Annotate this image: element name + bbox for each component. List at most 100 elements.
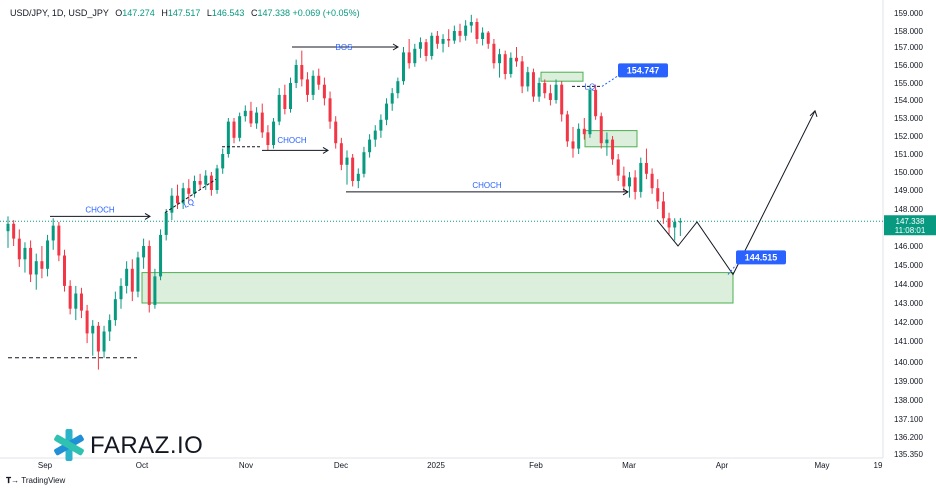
candle-body <box>520 61 524 87</box>
countdown-timer: 11:08:01 <box>895 226 926 235</box>
candle-body <box>204 175 208 185</box>
candle-body <box>176 195 179 204</box>
symbol-label[interactable]: USD/JPY, 1D, USD_JPY <box>10 8 109 18</box>
candle-body <box>345 157 349 165</box>
close-label: C <box>250 8 258 18</box>
candle-body <box>571 141 575 149</box>
candle-body <box>469 22 473 26</box>
candle-body <box>277 94 281 122</box>
candle-body <box>339 143 343 165</box>
candle-body <box>537 83 541 97</box>
candle-body <box>232 121 236 138</box>
candle-body <box>486 32 490 44</box>
y-tick-label: 136.200 <box>894 433 923 442</box>
candle-body <box>599 116 603 144</box>
candle-body <box>464 25 468 36</box>
candle-body <box>447 39 451 41</box>
x-tick-label: Feb <box>529 461 543 470</box>
y-tick-label: 155.000 <box>894 79 923 88</box>
zone-box <box>141 272 734 304</box>
candle-body <box>379 119 383 131</box>
candle-body <box>407 52 411 64</box>
candle-body <box>170 195 174 213</box>
candle-body <box>656 188 660 202</box>
y-tick-label: 157.000 <box>894 43 923 52</box>
candle-body <box>673 221 677 228</box>
candle-body <box>661 201 665 219</box>
candle-body <box>351 157 355 181</box>
candle-body <box>91 325 95 334</box>
candle-body <box>605 139 609 144</box>
y-tick-label: 154.000 <box>894 96 923 105</box>
tradingview-logo[interactable]: 𝐓→ TradingView <box>6 476 65 486</box>
candle-body <box>283 94 287 109</box>
candle-body <box>334 121 338 144</box>
y-tick-label: 149.000 <box>894 186 923 195</box>
candle-body <box>633 177 637 192</box>
projection-path <box>656 110 816 276</box>
candle-body <box>40 261 44 269</box>
candle-body <box>396 81 400 94</box>
candle-body <box>96 325 100 352</box>
y-tick-label: 140.000 <box>894 358 923 367</box>
candle-body <box>503 54 507 74</box>
annotation-label: LQ <box>585 82 596 91</box>
candle-body <box>554 84 558 100</box>
candle-body <box>79 293 83 311</box>
callout-leader <box>601 75 619 87</box>
candle-body <box>515 57 518 62</box>
annotation-label: BOS <box>336 43 353 52</box>
candle-body <box>51 225 55 241</box>
x-tick-label: 19 <box>874 461 883 470</box>
candle-body <box>294 65 298 83</box>
candle-body <box>108 320 112 332</box>
close-value: 147.338 <box>257 8 290 18</box>
candle-body <box>560 84 564 115</box>
chart-header: USD/JPY, 1D, USD_JPY O147.274 H147.517 L… <box>10 8 360 18</box>
candle-body <box>526 72 530 87</box>
candle-body <box>23 247 27 260</box>
y-tick-label: 137.100 <box>894 415 923 424</box>
projection-arrowhead <box>809 109 818 117</box>
low-value: 146.543 <box>211 8 245 18</box>
candle-body <box>305 79 309 95</box>
candle-body <box>588 89 592 135</box>
y-tick-label: 145.000 <box>894 261 923 270</box>
high-label: H <box>161 8 168 18</box>
candle-body <box>441 39 445 44</box>
candle-body <box>498 54 502 64</box>
candle-body <box>300 65 304 80</box>
candle-body <box>125 268 129 286</box>
change-value: +0.069 (+0.05%) <box>292 8 360 18</box>
candle-body <box>402 52 405 82</box>
price-callout-label: 144.515 <box>745 252 778 262</box>
candle-body <box>187 188 191 194</box>
candle-body <box>289 83 292 109</box>
candle-body <box>435 35 439 44</box>
candle-body <box>385 103 389 120</box>
faraz-star-icon <box>54 429 84 461</box>
candle-body <box>373 130 377 140</box>
arrowhead <box>322 146 329 154</box>
candle-body <box>102 331 106 352</box>
candle-body <box>249 110 253 124</box>
candle-body <box>667 218 671 228</box>
candle-body <box>57 225 61 256</box>
y-tick-label: 143.000 <box>894 299 923 308</box>
x-tick-label: Dec <box>334 461 348 470</box>
candle-body <box>6 223 10 232</box>
x-tick-label: Sep <box>38 461 53 470</box>
candle-body <box>272 121 276 145</box>
candle-body <box>226 121 230 154</box>
y-tick-label: 135.350 <box>894 450 923 459</box>
candle-body <box>362 152 366 174</box>
y-tick-label: 159.000 <box>894 9 923 18</box>
y-tick-label: 153.000 <box>894 114 923 123</box>
price-callout-box <box>618 63 668 78</box>
candle-body <box>153 276 157 305</box>
y-tick-label: 158.000 <box>894 27 923 36</box>
candle-body <box>68 285 72 309</box>
candle-body <box>136 257 140 292</box>
candle-body <box>34 261 38 275</box>
